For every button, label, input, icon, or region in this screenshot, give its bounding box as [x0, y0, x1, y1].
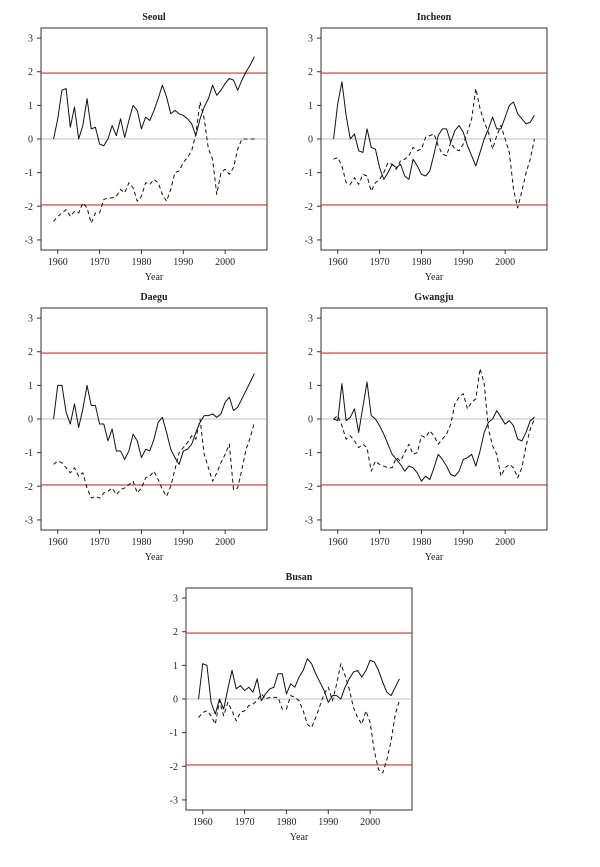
- x-tick-label: 1980: [411, 537, 431, 548]
- y-tick-label: -2: [305, 482, 313, 493]
- y-tick-label: 2: [28, 347, 33, 358]
- x-tick-label: 1960: [48, 537, 68, 548]
- gwangju-chart-panel: Gwangju -3 -2 -1 0 1 2 3 1960 1970 1980 1990 2000 Yea…: [285, 288, 555, 568]
- x-tick-label: 1980: [131, 537, 151, 548]
- y-tick-label: 1: [28, 381, 33, 392]
- chart-svg: Gwangju -3 -2 -1 0 1 2 3 1960 1970 1980 1990 2000 Yea…: [305, 292, 548, 563]
- y-tick-label: -1: [305, 168, 313, 179]
- y-tick-label: 3: [28, 34, 33, 45]
- x-tick-label: 1970: [90, 257, 110, 268]
- y-tick-label: -1: [170, 728, 178, 739]
- x-tick-label: 1990: [173, 257, 193, 268]
- y-tick-label: -3: [25, 515, 33, 526]
- chart-svg: Incheon -3 -2 -1 0 1 2 3 1960 1970 1980 1990 2000 Yea…: [305, 12, 548, 283]
- x-tick-label: 2000: [495, 257, 515, 268]
- chart-svg: Busan -3 -2 -1 0 1 2 3 1960 1970 1980 1990 2000 Year: [170, 572, 413, 843]
- x-tick-label: 1990: [318, 817, 338, 828]
- series-line-solid: [53, 373, 255, 465]
- x-tick-label: 1970: [235, 817, 255, 828]
- incheon-chart-panel: Incheon -3 -2 -1 0 1 2 3 1960 1970 1980 1990 2000 Yea…: [285, 8, 555, 288]
- x-tick-label: 1980: [276, 817, 296, 828]
- x-tick-label: 1990: [173, 537, 193, 548]
- y-tick-label: 0: [173, 695, 178, 706]
- chart-title: Daegu: [140, 292, 168, 303]
- chart-title: Busan: [286, 572, 313, 583]
- y-tick-label: 2: [28, 67, 33, 78]
- x-axis-label: Year: [425, 552, 444, 563]
- y-tick-label: -2: [305, 202, 313, 213]
- y-tick-label: 1: [308, 101, 313, 112]
- x-axis-label: Year: [290, 832, 309, 843]
- chart-title: Gwangju: [414, 292, 454, 303]
- series-line-solid: [53, 56, 255, 147]
- y-tick-label: -3: [25, 235, 33, 246]
- x-tick-label: 1960: [328, 537, 348, 548]
- y-tick-label: 2: [308, 347, 313, 358]
- y-tick-label: 2: [173, 627, 178, 638]
- busan-chart-panel: Busan -3 -2 -1 0 1 2 3 1960 1970 1980 1990 2000 Year: [150, 568, 420, 848]
- x-tick-label: 2000: [495, 537, 515, 548]
- x-tick-label: 1990: [453, 537, 473, 548]
- chart-svg: Seoul -3 -2 -1 0 1 2 3 1960 1970 1980 1990 2000 Year: [25, 12, 268, 283]
- chart-title: Incheon: [417, 12, 452, 23]
- series-line-solid: [333, 381, 535, 482]
- series-line-dashed: [53, 418, 255, 499]
- seoul-chart-panel: Seoul -3 -2 -1 0 1 2 3 1960 1970 1980 1990 2000 Year: [5, 8, 275, 288]
- y-tick-label: 0: [28, 135, 33, 146]
- x-tick-label: 1990: [453, 257, 473, 268]
- x-tick-label: 1970: [370, 257, 390, 268]
- x-tick-label: 2000: [360, 817, 380, 828]
- y-tick-label: 2: [308, 67, 313, 78]
- y-tick-label: -1: [305, 448, 313, 459]
- x-tick-label: 1960: [193, 817, 213, 828]
- x-tick-label: 1960: [48, 257, 68, 268]
- y-tick-label: 3: [28, 314, 33, 325]
- x-tick-label: 1970: [90, 537, 110, 548]
- y-tick-label: 1: [173, 661, 178, 672]
- y-tick-label: 0: [28, 415, 33, 426]
- y-tick-label: -3: [305, 235, 313, 246]
- y-tick-label: -3: [170, 795, 178, 806]
- y-tick-label: 0: [308, 135, 313, 146]
- y-tick-label: 1: [308, 381, 313, 392]
- y-tick-label: 3: [308, 34, 313, 45]
- y-tick-label: 1: [28, 101, 33, 112]
- y-tick-label: 3: [308, 314, 313, 325]
- chart-title: Seoul: [142, 12, 166, 23]
- x-tick-label: 2000: [215, 257, 235, 268]
- y-tick-label: -1: [25, 448, 33, 459]
- series-line-solid: [198, 658, 400, 715]
- chart-svg: Daegu -3 -2 -1 0 1 2 3 1960 1970 1980 1990 2000 Year: [25, 292, 268, 563]
- daegu-chart-panel: Daegu -3 -2 -1 0 1 2 3 1960 1970 1980 1990 2000 Year: [5, 288, 275, 568]
- x-axis-label: Year: [145, 552, 164, 563]
- x-axis-label: Year: [425, 272, 444, 283]
- series-line-dashed: [198, 663, 400, 774]
- x-axis-label: Year: [145, 272, 164, 283]
- x-tick-label: 1960: [328, 257, 348, 268]
- x-tick-label: 1980: [131, 257, 151, 268]
- y-tick-label: -2: [25, 482, 33, 493]
- y-tick-label: -2: [25, 202, 33, 213]
- x-tick-label: 2000: [215, 537, 235, 548]
- series-line-solid: [333, 81, 535, 180]
- x-tick-label: 1970: [370, 537, 390, 548]
- x-tick-label: 1980: [411, 257, 431, 268]
- y-tick-label: 0: [308, 415, 313, 426]
- series-line-dashed: [333, 88, 535, 209]
- y-tick-label: 3: [173, 594, 178, 605]
- y-tick-label: -1: [25, 168, 33, 179]
- y-tick-label: -3: [305, 515, 313, 526]
- y-tick-label: -2: [170, 762, 178, 773]
